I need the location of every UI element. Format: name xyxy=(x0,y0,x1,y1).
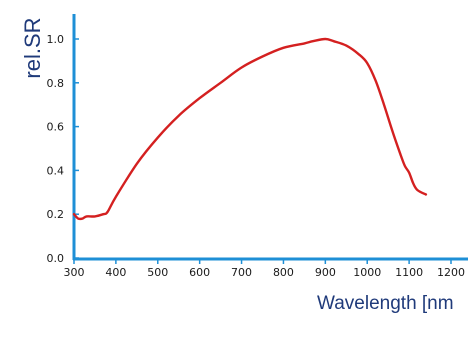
x-axis-label: Wavelength [nm xyxy=(317,293,454,314)
x-tick-label: 1000 xyxy=(353,266,381,279)
x-tick-label: 400 xyxy=(105,266,126,279)
y-tick-label: 0.2 xyxy=(47,208,65,221)
y-tick-label: 0.0 xyxy=(47,252,65,265)
x-axis-ticks: 300 400 500 600 700 800 900 1000 1100 1200 xyxy=(64,259,465,279)
x-tick-label: 700 xyxy=(231,266,252,279)
axes xyxy=(72,14,468,261)
x-tick-label: 300 xyxy=(64,266,85,279)
y-tick-label: 0.6 xyxy=(47,121,65,134)
y-axis-label: rel.SR xyxy=(20,17,45,78)
x-tick-label: 1200 xyxy=(437,266,465,279)
y-tick-label: 0.4 xyxy=(47,164,65,177)
y-tick-label: 0.8 xyxy=(47,77,65,90)
series-layer xyxy=(72,37,428,221)
y-tick-label: 1.0 xyxy=(47,33,65,46)
x-tick-label: 900 xyxy=(315,266,336,279)
series-line xyxy=(72,37,428,221)
x-tick-label: 600 xyxy=(189,266,210,279)
x-tick-label: 800 xyxy=(273,266,294,279)
x-tick-label: 500 xyxy=(147,266,168,279)
y-axis-ticks: 0.0 0.2 0.4 0.6 0.8 1.0 xyxy=(47,33,79,265)
x-tick-label: 1100 xyxy=(395,266,423,279)
